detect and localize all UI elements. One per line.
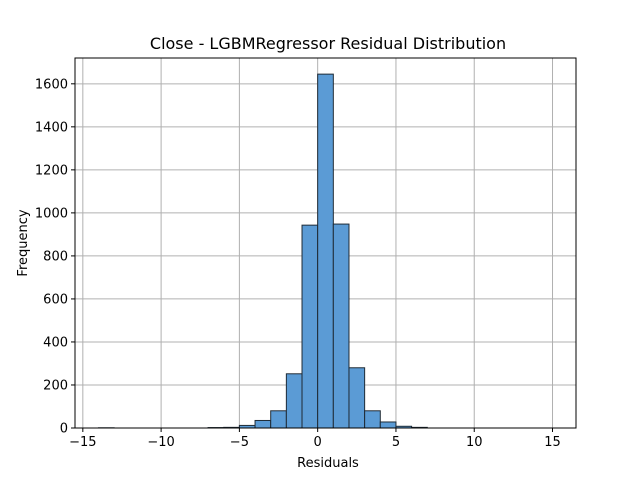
histogram-bar <box>364 410 381 429</box>
x-tick-label: −10 <box>147 435 174 450</box>
y-tick-label: 1000 <box>35 206 68 221</box>
y-axis-label: Frequency <box>16 209 31 276</box>
y-tick-label: 600 <box>43 292 68 307</box>
histogram-bar <box>301 224 319 429</box>
y-tick-label: 1600 <box>35 77 68 92</box>
histogram-bar <box>348 367 366 429</box>
y-tick-label: 1400 <box>35 120 68 135</box>
histogram-bar <box>317 73 334 429</box>
y-tick-label: 0 <box>60 422 68 437</box>
histogram-bar <box>270 410 287 429</box>
x-tick-label: 5 <box>392 435 400 450</box>
histogram-bar <box>332 223 350 429</box>
plot-frame <box>74 57 577 429</box>
y-tick-label: 800 <box>43 249 68 264</box>
x-tick-label: −5 <box>230 435 249 450</box>
y-axis: 0 200 400 600 800 1000 1200 1400 1600 <box>35 77 75 437</box>
histogram-bar <box>379 421 397 429</box>
y-tick-label: 400 <box>43 335 68 350</box>
x-tick-label: 0 <box>314 435 322 450</box>
x-tick-label: −15 <box>69 435 96 450</box>
x-tick-label: 15 <box>544 435 561 450</box>
x-axis-label: Residuals <box>297 456 359 471</box>
y-tick-label: 200 <box>43 378 68 393</box>
x-axis: −15 −10 −5 0 5 10 15 <box>69 428 561 450</box>
x-tick-label: 10 <box>466 435 483 450</box>
histogram-bar <box>254 419 272 429</box>
histogram-bar <box>285 373 303 429</box>
chart-title: Close - LGBMRegressor Residual Distribut… <box>150 34 506 53</box>
y-tick-label: 1200 <box>35 163 68 178</box>
